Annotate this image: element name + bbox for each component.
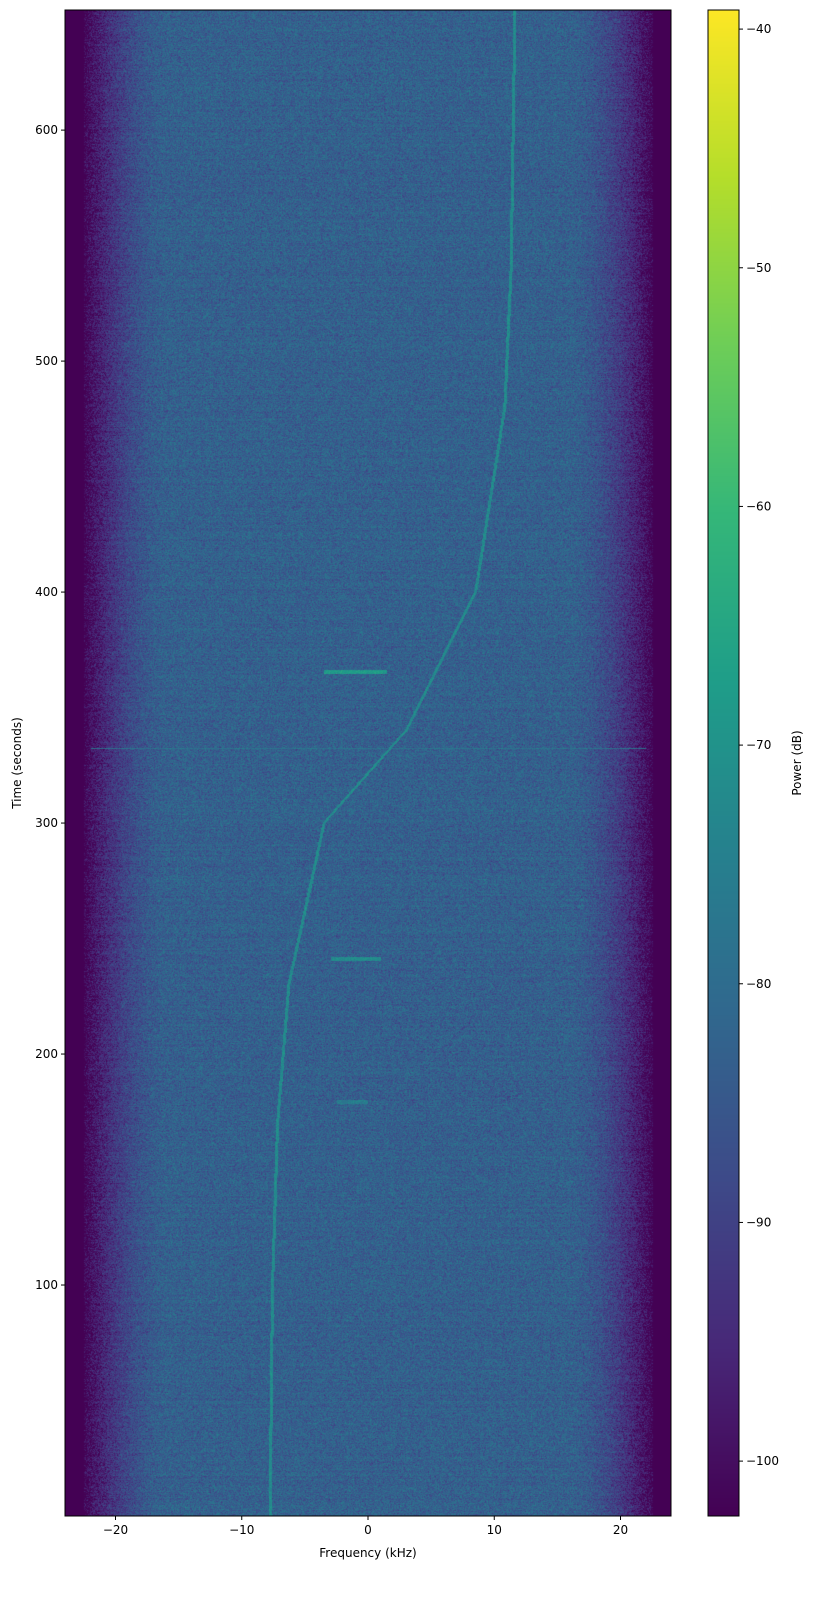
colorbar-frame [707,9,740,1517]
x-tick-label: −10 [229,1523,254,1537]
x-axis-label: Frequency (kHz) [319,1546,416,1560]
y-tick-label: 300 [35,816,58,830]
y-tick-label: 400 [35,585,58,599]
colorbar-tick-label: −70 [746,738,771,752]
spectrogram-image [65,10,671,1516]
y-tick-label: 200 [35,1047,58,1061]
colorbar-tick-label: −60 [746,499,771,513]
colorbar-tick-label: −80 [746,977,771,991]
colorbar-tick-label: −50 [746,261,771,275]
colorbar-tick-label: −100 [746,1454,779,1468]
y-axis-label: Time (seconds) [10,717,24,810]
x-axis: −20 −10 0 10 20 [103,1516,628,1537]
y-tick-label: 100 [35,1278,58,1292]
x-tick-label: 20 [613,1523,628,1537]
colorbar-label: Power (dB) [790,730,804,795]
x-tick-label: 10 [487,1523,502,1537]
x-tick-label: −20 [103,1523,128,1537]
x-tick-label: 0 [364,1523,372,1537]
plot-frame [64,9,672,1517]
y-axis: 100 200 300 400 500 600 [35,123,65,1292]
colorbar-tick-label: −90 [746,1215,771,1229]
colorbar-tick-label: −40 [746,22,771,36]
y-tick-label: 600 [35,123,58,137]
colorbar-gradient [708,10,739,1516]
colorbar-axis: −40 −50 −60 −70 −80 −90 −100 [739,22,779,1468]
y-tick-label: 500 [35,354,58,368]
